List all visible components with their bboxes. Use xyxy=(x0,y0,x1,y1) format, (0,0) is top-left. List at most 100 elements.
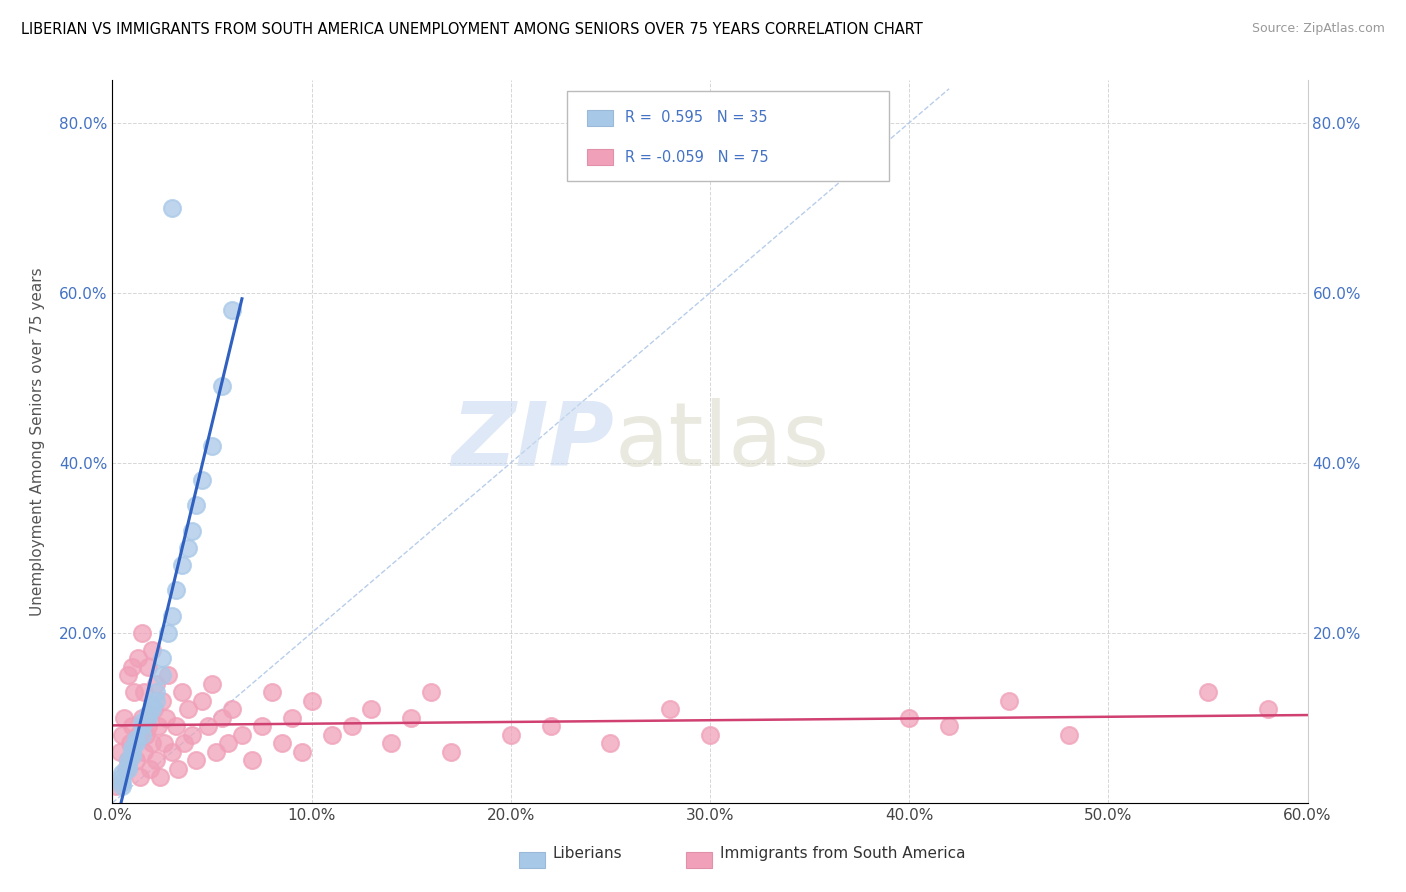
Point xyxy=(321,728,343,742)
Point xyxy=(131,625,153,640)
Point xyxy=(121,719,143,733)
Point xyxy=(401,711,423,725)
Point xyxy=(150,694,173,708)
Point xyxy=(157,668,180,682)
Point xyxy=(211,711,233,725)
Point xyxy=(111,728,134,742)
Point xyxy=(145,694,167,708)
Text: R = -0.059   N = 75: R = -0.059 N = 75 xyxy=(626,150,769,164)
Point xyxy=(162,201,183,215)
Point xyxy=(120,736,142,750)
Point xyxy=(125,753,148,767)
Point xyxy=(250,719,273,733)
Point xyxy=(231,728,253,742)
FancyBboxPatch shape xyxy=(586,110,613,126)
Point xyxy=(291,745,314,759)
Point xyxy=(162,608,183,623)
Point xyxy=(129,770,152,784)
Point xyxy=(131,714,153,729)
Point xyxy=(167,762,190,776)
Point xyxy=(1057,728,1080,742)
Point xyxy=(240,753,263,767)
Point xyxy=(117,668,139,682)
FancyBboxPatch shape xyxy=(686,852,713,868)
Point xyxy=(121,749,143,764)
Point xyxy=(260,685,283,699)
Point xyxy=(143,702,166,716)
Point xyxy=(149,770,172,784)
Point xyxy=(150,651,173,665)
Point xyxy=(150,668,173,682)
FancyBboxPatch shape xyxy=(519,852,546,868)
Point xyxy=(111,766,134,780)
Point xyxy=(121,660,143,674)
Point xyxy=(221,302,243,317)
Point xyxy=(201,439,224,453)
Point xyxy=(270,736,292,750)
Text: Liberians: Liberians xyxy=(553,846,621,861)
Point xyxy=(205,745,228,759)
Point xyxy=(938,719,960,733)
Point xyxy=(141,702,163,716)
Point xyxy=(139,762,162,776)
Point xyxy=(131,711,153,725)
Point xyxy=(157,625,180,640)
Text: Source: ZipAtlas.com: Source: ZipAtlas.com xyxy=(1251,22,1385,36)
Point xyxy=(898,711,921,725)
Point xyxy=(540,719,562,733)
Point xyxy=(145,753,167,767)
Text: Immigrants from South America: Immigrants from South America xyxy=(720,846,965,861)
Point xyxy=(191,473,214,487)
Point xyxy=(599,736,621,750)
Point xyxy=(127,651,149,665)
Point xyxy=(173,736,195,750)
Point xyxy=(181,728,204,742)
Point xyxy=(186,498,208,512)
Point xyxy=(181,524,204,538)
Point xyxy=(111,779,134,793)
Point xyxy=(117,753,139,767)
Point xyxy=(111,770,134,784)
FancyBboxPatch shape xyxy=(567,91,890,181)
Point xyxy=(360,702,382,716)
Point xyxy=(121,745,143,759)
Point xyxy=(138,719,160,733)
Point xyxy=(998,694,1021,708)
Point xyxy=(201,677,224,691)
Point xyxy=(134,685,156,699)
Point xyxy=(191,694,214,708)
Point xyxy=(172,685,194,699)
Point xyxy=(155,711,177,725)
Point xyxy=(153,736,176,750)
Point xyxy=(131,719,153,733)
Point xyxy=(105,779,128,793)
Point xyxy=(165,583,187,598)
Point xyxy=(217,736,239,750)
Point xyxy=(165,719,187,733)
Point xyxy=(114,711,135,725)
Point xyxy=(131,728,153,742)
Point xyxy=(141,642,163,657)
Point xyxy=(172,558,194,572)
Point xyxy=(177,702,200,716)
Point xyxy=(141,698,163,712)
Point xyxy=(117,762,139,776)
Point xyxy=(197,719,219,733)
Point xyxy=(499,728,522,742)
Point xyxy=(138,660,160,674)
Point xyxy=(124,685,146,699)
Point xyxy=(125,736,148,750)
Text: atlas: atlas xyxy=(614,398,830,485)
Point xyxy=(699,728,721,742)
Point xyxy=(148,719,170,733)
Point xyxy=(141,736,163,750)
Y-axis label: Unemployment Among Seniors over 75 years: Unemployment Among Seniors over 75 years xyxy=(31,268,45,615)
Point xyxy=(117,753,139,767)
Point xyxy=(134,745,156,759)
Point xyxy=(1257,702,1279,716)
Point xyxy=(211,379,233,393)
Point xyxy=(138,711,160,725)
Point xyxy=(162,745,183,759)
FancyBboxPatch shape xyxy=(586,149,613,165)
Point xyxy=(420,685,443,699)
